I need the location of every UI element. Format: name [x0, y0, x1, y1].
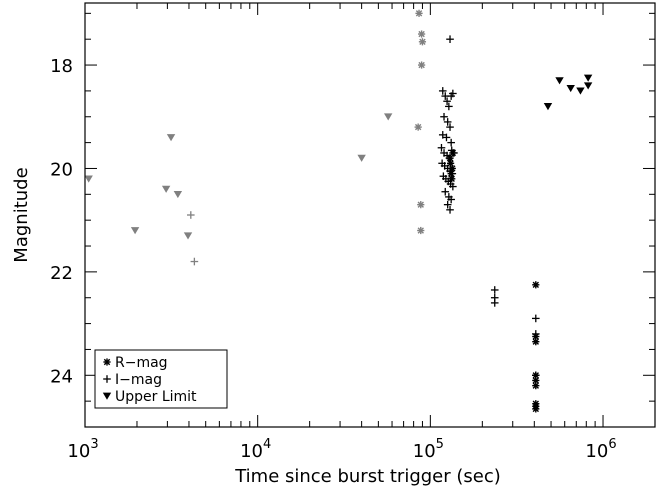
data-point [532, 382, 540, 390]
data-point [440, 112, 448, 121]
data-point [449, 182, 457, 191]
data-point [566, 84, 575, 93]
data-point [532, 338, 540, 346]
data-point [448, 169, 457, 178]
x-axis-title: Time since burst trigger (sec) [234, 466, 501, 487]
data-point [441, 187, 450, 196]
data-point [130, 227, 140, 235]
data-point [447, 195, 455, 204]
data-point [531, 314, 540, 323]
data-point [417, 226, 425, 235]
legend-marker-plus [103, 375, 111, 383]
data-point [490, 286, 499, 294]
series-triangle-down [543, 74, 593, 111]
data-point [418, 30, 426, 38]
legend-box [94, 349, 228, 409]
data-point [357, 154, 366, 162]
y-tick-label: 22 [50, 263, 73, 284]
data-point [418, 38, 427, 46]
data-point [187, 211, 195, 219]
legend-label: R−mag [115, 355, 168, 371]
data-point [417, 201, 425, 209]
data-point [446, 35, 454, 43]
legend-label: Upper Limit [115, 389, 197, 405]
data-point [84, 175, 93, 183]
data-point [576, 87, 585, 95]
plot-frame [84, 2, 656, 428]
series-plus [437, 35, 540, 380]
x-tick-label: 105 [413, 437, 444, 462]
data-marks [84, 9, 593, 413]
x-tick-label: 104 [240, 437, 271, 462]
series-asterisk [446, 149, 540, 413]
data-point [414, 123, 422, 131]
data-point [446, 123, 454, 131]
y-tick-label: 24 [50, 366, 73, 387]
data-point [583, 74, 593, 82]
data-point [443, 200, 452, 209]
data-point [418, 61, 426, 69]
data-point [161, 185, 171, 193]
data-point [555, 77, 564, 85]
data-point [447, 138, 455, 147]
data-point [443, 118, 452, 126]
x-tick-label: 106 [585, 437, 616, 462]
data-point [166, 134, 176, 142]
data-point [531, 371, 540, 380]
y-tick-label: 20 [50, 159, 73, 180]
legend-marker-asterisk [103, 358, 111, 366]
data-point [190, 257, 199, 266]
legend-marker-triangle-down [102, 392, 112, 400]
legend-label: I−mag [115, 372, 162, 388]
data-point [583, 82, 593, 90]
data-point [415, 9, 423, 17]
series-asterisk [414, 9, 427, 235]
data-point [445, 154, 454, 162]
series-plus [187, 211, 199, 266]
y-axis-title: Magnitude [11, 167, 32, 262]
data-point [438, 87, 447, 95]
data-point [443, 97, 451, 106]
data-point [442, 133, 451, 142]
data-point [173, 190, 183, 199]
data-point [450, 149, 458, 157]
data-point [531, 330, 540, 338]
data-point [437, 143, 446, 152]
series-triangle-down [84, 113, 393, 240]
data-point [183, 232, 193, 240]
data-point [445, 102, 453, 111]
data-point [449, 89, 457, 98]
data-point [490, 299, 499, 307]
data-point [446, 206, 454, 214]
y-tick-label: 18 [50, 56, 73, 77]
data-point [532, 405, 540, 413]
x-tick-label: 103 [67, 437, 98, 462]
data-point [543, 103, 553, 111]
data-point [383, 113, 393, 121]
axes: 103 104 105 106 18 20 22 24 [50, 3, 656, 462]
data-point [532, 281, 540, 289]
